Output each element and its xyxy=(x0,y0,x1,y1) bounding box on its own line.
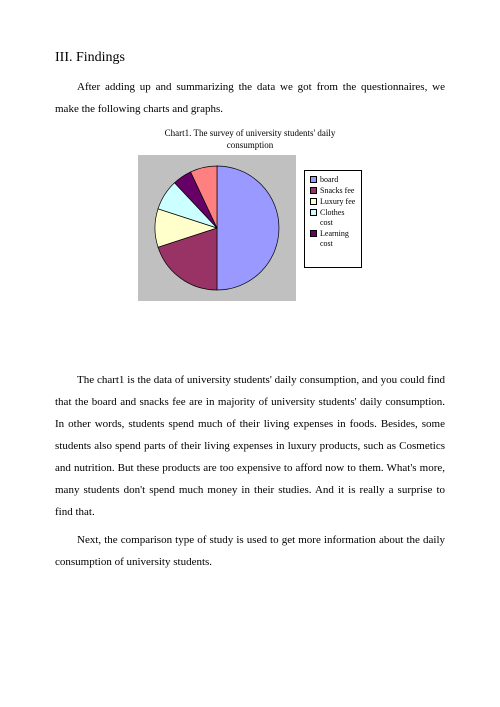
chart-title-line2: consumption xyxy=(227,140,274,150)
legend-item: Learning cost xyxy=(310,229,356,249)
legend: boardSnacks feeLuxury feeClothes costLea… xyxy=(304,170,362,268)
page: III. Findings After adding up and summar… xyxy=(0,0,500,619)
chart-title-line1: Chart1. The survey of university student… xyxy=(165,128,336,138)
chart-row: boardSnacks feeLuxury feeClothes costLea… xyxy=(100,155,400,301)
section-heading: III. Findings xyxy=(55,50,445,66)
legend-swatch xyxy=(310,187,317,194)
legend-item: board xyxy=(310,175,356,185)
chart-title: Chart1. The survey of university student… xyxy=(100,128,400,151)
plot-area xyxy=(138,155,296,301)
legend-swatch xyxy=(310,198,317,205)
legend-swatch xyxy=(310,230,317,237)
spacer xyxy=(55,329,445,369)
body-paragraph-1: The chart1 is the data of university stu… xyxy=(55,369,445,523)
legend-item: Luxury fee xyxy=(310,197,356,207)
legend-label: Clothes cost xyxy=(320,208,356,228)
legend-item: Snacks fee xyxy=(310,186,356,196)
body-paragraph-2: Next, the comparison type of study is us… xyxy=(55,529,445,573)
legend-swatch xyxy=(310,209,317,216)
legend-label: Luxury fee xyxy=(320,197,355,207)
pie-chart-svg xyxy=(138,155,296,301)
chart1: Chart1. The survey of university student… xyxy=(100,128,400,301)
pie-slice xyxy=(217,166,279,290)
legend-item: Clothes cost xyxy=(310,208,356,228)
legend-label: Snacks fee xyxy=(320,186,354,196)
intro-paragraph: After adding up and summarizing the data… xyxy=(55,76,445,120)
legend-label: board xyxy=(320,175,338,185)
legend-swatch xyxy=(310,176,317,183)
legend-label: Learning cost xyxy=(320,229,356,249)
